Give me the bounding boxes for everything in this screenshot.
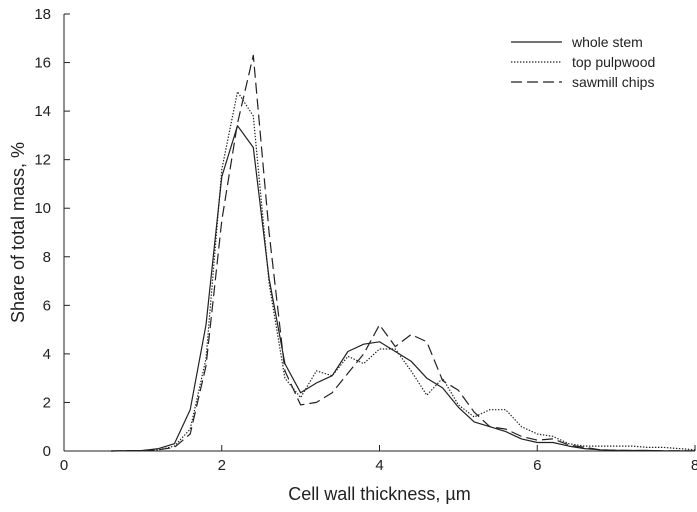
y-tick-label: 10 — [34, 200, 51, 217]
y-tick-label: 0 — [43, 443, 51, 460]
y-tick-label: 4 — [43, 346, 51, 363]
legend-label: sawmill chips — [572, 74, 654, 90]
axes: 0 2 4 6 8 0 2 4 6 8 10 12 14 16 18 — [34, 6, 697, 474]
y-tick-label: 14 — [34, 103, 51, 120]
y-axis-ticks: 0 2 4 6 8 10 12 14 16 18 — [34, 6, 70, 460]
legend-label: top pulpwood — [572, 54, 655, 70]
y-tick-label: 6 — [43, 297, 51, 314]
legend-label: whole stem — [571, 34, 643, 50]
x-tick-label: 0 — [60, 457, 68, 474]
x-axis-title: Cell wall thickness, µm — [288, 484, 470, 504]
series-line-sawmill-chips — [111, 54, 695, 452]
x-axis-ticks: 0 2 4 6 8 — [60, 445, 697, 474]
x-tick-label: 8 — [691, 457, 697, 474]
y-tick-label: 8 — [43, 249, 51, 266]
y-tick-label: 12 — [34, 152, 51, 169]
y-tick-label: 16 — [34, 55, 51, 72]
y-tick-label: 2 — [43, 394, 51, 411]
legend: whole stem top pulpwood sawmill chips — [511, 34, 655, 90]
series-line-whole-stem — [111, 125, 695, 452]
series-layer — [111, 54, 696, 452]
series-line-top-pulpwood — [111, 91, 696, 452]
y-tick-label: 18 — [34, 6, 51, 23]
x-tick-label: 4 — [375, 457, 383, 474]
y-axis-title: Share of total mass, % — [8, 142, 28, 323]
x-tick-label: 2 — [218, 457, 226, 474]
x-tick-label: 6 — [533, 457, 541, 474]
